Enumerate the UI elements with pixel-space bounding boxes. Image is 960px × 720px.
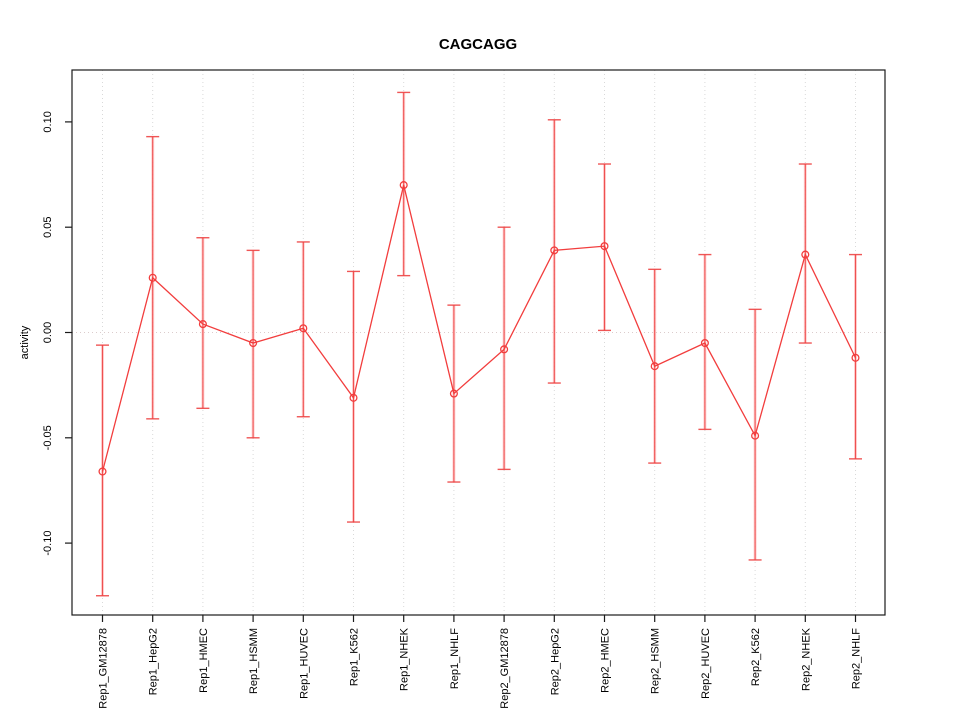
x-tick-label: Rep1_NHLF	[449, 628, 461, 689]
grid-layer	[72, 70, 885, 615]
series-line	[101, 184, 857, 472]
x-tick-label: Rep2_HUVEC	[700, 628, 712, 699]
x-tick-label: Rep1_HSMM	[248, 628, 260, 694]
data-point	[550, 246, 559, 255]
plot-border	[71, 69, 886, 616]
data-point	[299, 324, 308, 333]
data-point	[650, 362, 659, 371]
x-tick-label: Rep1_HMEC	[198, 628, 210, 693]
chart-title: CAGCAGG	[439, 36, 517, 53]
x-tick-label: Rep2_HepG2	[549, 628, 561, 695]
data-point	[399, 181, 408, 190]
y-tick-label: 0.10	[42, 111, 54, 132]
y-tick-label: -0.10	[42, 531, 54, 556]
data-point	[600, 242, 609, 251]
data-point	[801, 250, 810, 259]
x-tick-label: Rep2_HMEC	[600, 628, 612, 693]
x-tick-label: Rep1_HepG2	[148, 628, 160, 695]
x-tick-label: Rep2_HSMM	[650, 628, 662, 694]
x-tick-label: Rep2_K562	[750, 628, 762, 686]
x-tick-label: Rep1_HUVEC	[298, 628, 310, 699]
x-tick-label: Rep1_K562	[349, 628, 361, 686]
y-tick-label: 0.05	[42, 216, 54, 237]
x-tick-label: Rep1_NHEK	[399, 627, 411, 691]
data-point	[249, 338, 258, 348]
data-point	[349, 393, 358, 402]
y-tick-label: -0.05	[42, 425, 54, 450]
data-point	[198, 320, 207, 329]
x-tick-label: Rep2_NHLF	[851, 628, 863, 689]
data-point	[851, 353, 860, 362]
data-point	[700, 338, 709, 348]
axis-layer: 0.10 0.05 0.00 -0.05 -0.10 Rep1_GM12878 Rep1_H…	[42, 69, 886, 709]
data-point	[148, 273, 157, 282]
y-tick-label: 0.00	[42, 322, 54, 343]
data-point	[449, 389, 458, 398]
data-point	[751, 431, 760, 440]
x-tick-label: Rep2_GM12878	[499, 628, 511, 709]
x-tick-label: Rep1_GM12878	[98, 628, 110, 709]
x-tick-label: Rep2_NHEK	[800, 627, 812, 691]
data-point	[500, 345, 509, 354]
y-axis-label: activity	[19, 325, 31, 359]
data-layer	[96, 91, 862, 597]
data-point	[98, 467, 107, 476]
